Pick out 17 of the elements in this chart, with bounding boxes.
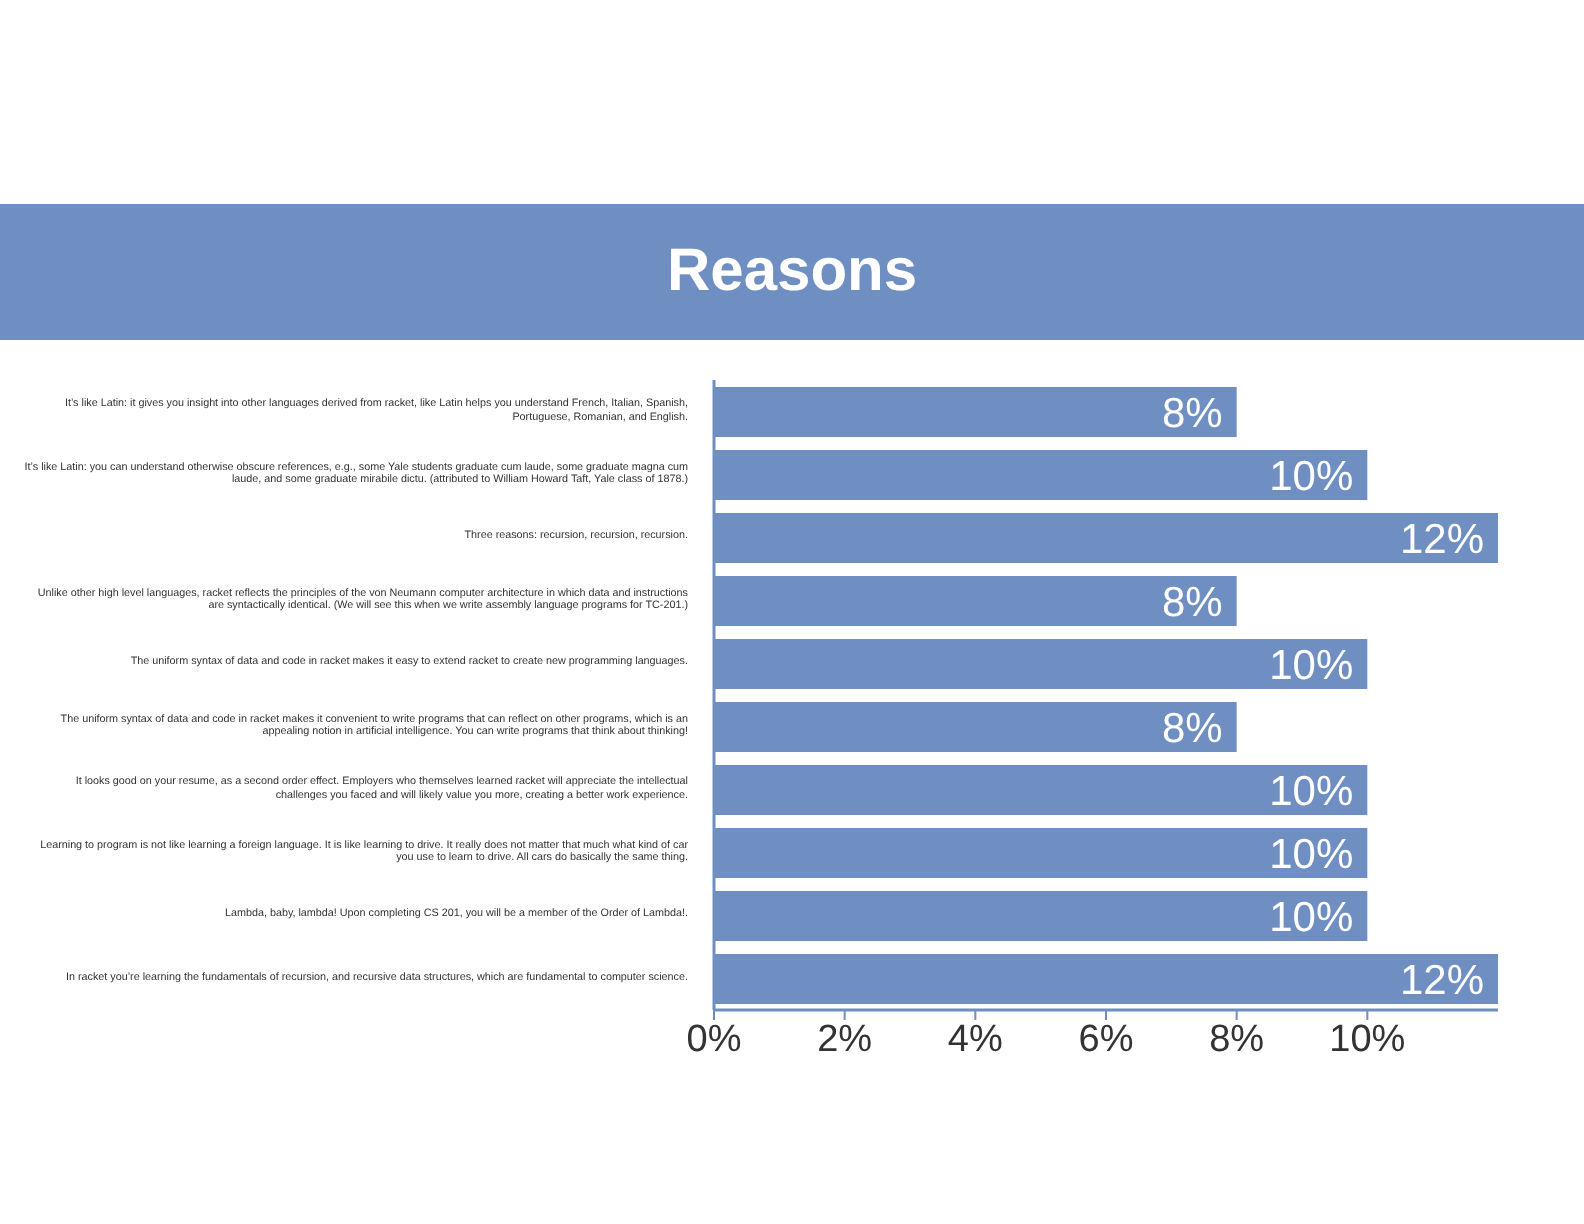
data-label: 8%: [1161, 390, 1223, 437]
data-label: 10%: [1269, 768, 1354, 815]
x-tick-label: 8%: [1209, 1018, 1265, 1061]
data-label: 10%: [1269, 831, 1354, 878]
x-tick-label: 0%: [686, 1018, 742, 1061]
x-tick-label: 4%: [947, 1018, 1003, 1061]
data-label: 8%: [1161, 579, 1223, 626]
data-label: 10%: [1269, 453, 1354, 500]
data-label: 10%: [1269, 642, 1354, 689]
data-label: 8%: [1161, 705, 1223, 752]
chart-title: Reasons: [666, 238, 918, 306]
data-label: 12%: [1399, 516, 1484, 563]
x-tick-label: 10%: [1329, 1018, 1406, 1061]
data-label: 10%: [1269, 894, 1354, 941]
x-tick-label: 6%: [1078, 1018, 1134, 1061]
data-label: 12%: [1399, 957, 1484, 1004]
x-tick-label: 2%: [817, 1018, 873, 1061]
